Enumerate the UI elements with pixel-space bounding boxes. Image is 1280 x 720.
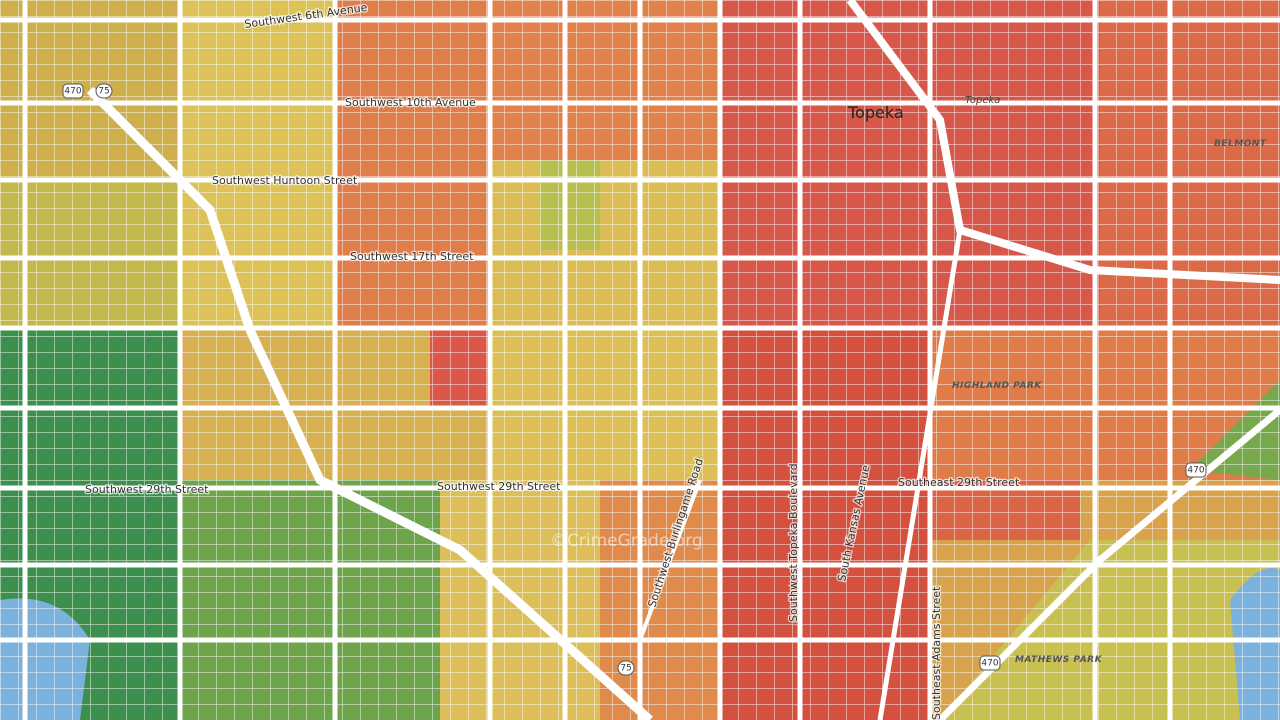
- street-label: Southwest Topeka Boulevard: [787, 463, 800, 622]
- neighborhood-label: HIGHLAND PARK: [952, 381, 1042, 391]
- city-label: Topeka: [965, 95, 1000, 106]
- shield-label: 75: [98, 87, 109, 97]
- street-label: Southwest 17th Street: [350, 250, 474, 263]
- shield-label: 470: [64, 87, 81, 97]
- city-label: Topeka: [847, 103, 904, 122]
- street-label: Southwest 29th Street: [437, 480, 561, 493]
- street-label: Southwest 10th Avenue: [345, 96, 476, 109]
- street-label: Southeast 29th Street: [898, 476, 1020, 489]
- watermark: ©CrimeGrade.org: [550, 531, 703, 551]
- neighborhood-label: MATHEWS PARK: [1015, 655, 1103, 665]
- highway-shields: 470 75 470 75 470: [62, 83, 1207, 676]
- street-label: Southwest 29th Street: [85, 483, 209, 496]
- place-labels: Topeka Topeka BELMONT HIGHLAND PARK MATH…: [847, 95, 1267, 665]
- neighborhood-label: BELMONT: [1214, 139, 1267, 149]
- street-label: Southwest Huntoon Street: [212, 174, 358, 187]
- shield-label: 470: [981, 659, 998, 669]
- shield-label: 470: [1187, 466, 1204, 476]
- street-label: Southeast Adams Street: [930, 586, 943, 720]
- shield-label: 75: [620, 664, 631, 674]
